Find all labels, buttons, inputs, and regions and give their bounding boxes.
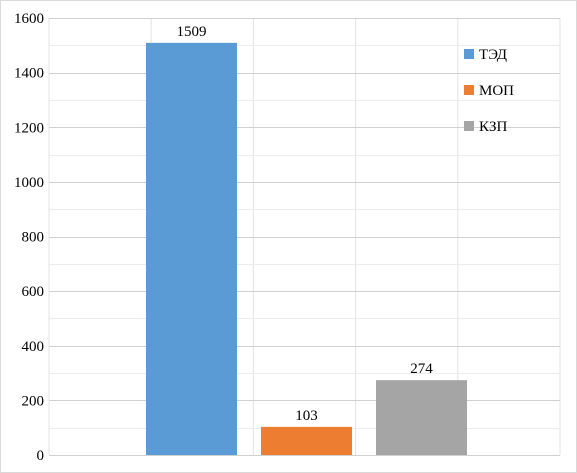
y-tick-label: 600 [22,284,45,300]
y-tick-label: 400 [22,339,45,355]
y-tick-label: 1600 [14,11,44,27]
y-tick-label: 1400 [14,66,44,82]
legend-label: КЗП [479,119,508,135]
legend-item: МОП [464,83,514,99]
data-label-КЗП: 274 [410,361,433,377]
y-tick-label: 1000 [14,175,44,191]
y-tick-label: 200 [22,393,45,409]
y-axis-tick-labels: 0 200 400 600 800 1000 1200 1400 1600 [14,11,44,464]
legend-label: ТЭД [479,47,507,63]
bar-МОП [261,426,352,455]
legend: ТЭД МОП КЗП [464,47,514,135]
data-label-МОП: 103 [295,408,318,424]
data-label-ТЭД: 1509 [177,24,207,40]
gridlines [48,18,561,456]
y-tick-label: 800 [22,230,45,246]
legend-item: КЗП [464,119,508,135]
legend-swatch [464,85,474,95]
y-tick-label: 0 [37,448,45,464]
bar-КЗП [376,380,467,455]
y-tick-label: 1200 [14,120,44,136]
bar-ТЭД [146,42,237,456]
legend-label: МОП [479,83,514,99]
legend-swatch [464,49,474,59]
bars [146,42,467,456]
data-labels: 1509 103 274 [177,24,434,424]
legend-swatch [464,121,474,131]
legend-item: ТЭД [464,47,507,63]
